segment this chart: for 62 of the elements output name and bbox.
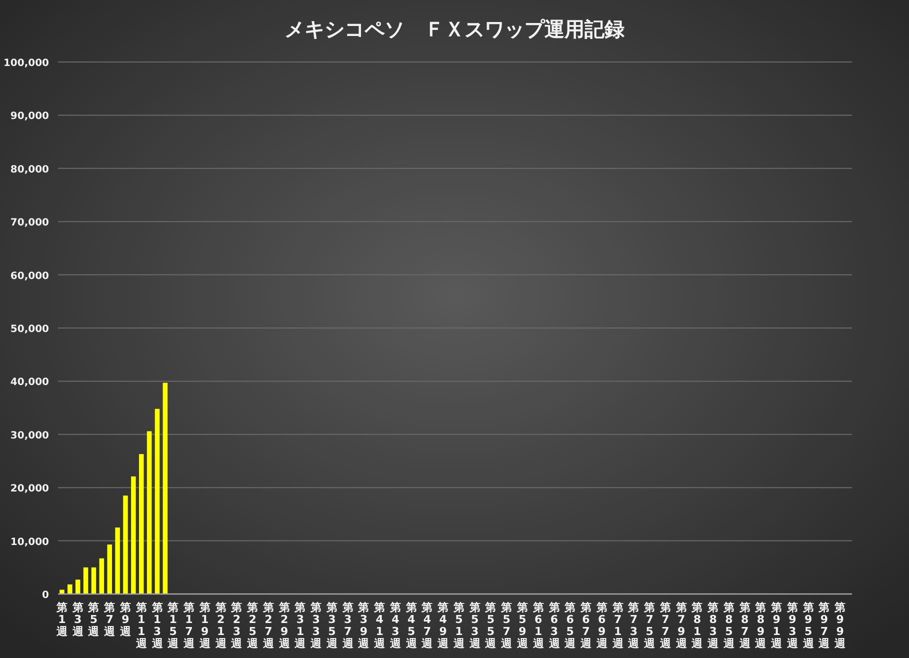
xtick: 第45週: [406, 601, 417, 650]
xtick: 第77週: [660, 601, 671, 650]
ytick: 50,000: [10, 324, 49, 335]
xtick: 第69週: [596, 601, 608, 650]
xtick: 第41週: [374, 601, 386, 650]
xtick: 第81週: [692, 601, 703, 650]
xtick: 第57週: [501, 601, 512, 650]
xtick: 第11週: [136, 601, 147, 650]
xtick: 第61週: [532, 601, 544, 650]
xtick: 第33週: [310, 601, 322, 650]
xtick: 第83週: [708, 601, 719, 650]
xtick: 第13週: [152, 601, 163, 650]
ytick: 20,000: [10, 484, 49, 495]
xtick: 第71週: [612, 601, 624, 650]
xtick: 第17週: [184, 601, 194, 650]
xtick: 第79週: [676, 601, 687, 650]
xtick: 第53週: [469, 601, 480, 650]
xtick: 第63週: [548, 601, 560, 650]
title: メキシコペソ ＦＸスワップ運用記録: [284, 17, 624, 41]
xtick: 第9週: [120, 601, 131, 638]
xtick: 第51週: [453, 601, 464, 650]
xtick: 第67週: [580, 601, 592, 650]
xtick: 第7週: [104, 601, 116, 638]
xtick: 第93週: [786, 601, 798, 650]
xtick: 第89週: [755, 601, 766, 650]
xtick: 第29週: [278, 601, 290, 650]
ytick: 0: [42, 590, 49, 601]
ytick: 60,000: [10, 270, 49, 282]
xtick: 第49週: [438, 601, 449, 650]
xtick: 第65週: [564, 601, 576, 650]
xtick: 第47週: [422, 601, 433, 650]
xtick: 第97週: [818, 601, 830, 650]
ytick: 70,000: [10, 218, 49, 229]
xtick: 第5週: [88, 601, 100, 638]
xtick: 第99週: [834, 601, 846, 650]
xtick: 第39週: [358, 601, 370, 650]
xtick: 第1週: [56, 601, 68, 638]
ytick: 80,000: [10, 164, 49, 176]
xtick: 第59週: [517, 601, 528, 650]
xtick: 第91週: [771, 601, 782, 650]
xtick: 第75週: [644, 601, 656, 650]
xtick: 第43週: [390, 601, 401, 650]
xtick: 第87週: [739, 601, 750, 650]
ytick: 10,000: [10, 536, 49, 548]
xtick: 第23週: [231, 601, 242, 650]
xtick: 第27週: [262, 601, 274, 650]
ytick: 30,000: [10, 430, 49, 442]
xtick: 第31週: [294, 601, 306, 650]
xtick: 第21週: [215, 601, 226, 650]
xtick: 第55週: [485, 601, 496, 650]
xtick: 第35週: [326, 601, 338, 650]
xtick: 第15週: [168, 601, 179, 650]
xtick: 第95週: [802, 601, 814, 650]
ytick: 40,000: [10, 377, 49, 388]
xtick: 第25週: [247, 601, 258, 650]
ytick: 100,000: [3, 58, 49, 69]
xtick: 第19週: [199, 601, 210, 650]
xtick: 第85週: [723, 601, 734, 650]
xtick: 第37週: [342, 601, 354, 650]
xtick: 第73週: [628, 601, 640, 650]
xtick: 第3週: [72, 601, 84, 638]
ytick: 90,000: [10, 111, 49, 122]
